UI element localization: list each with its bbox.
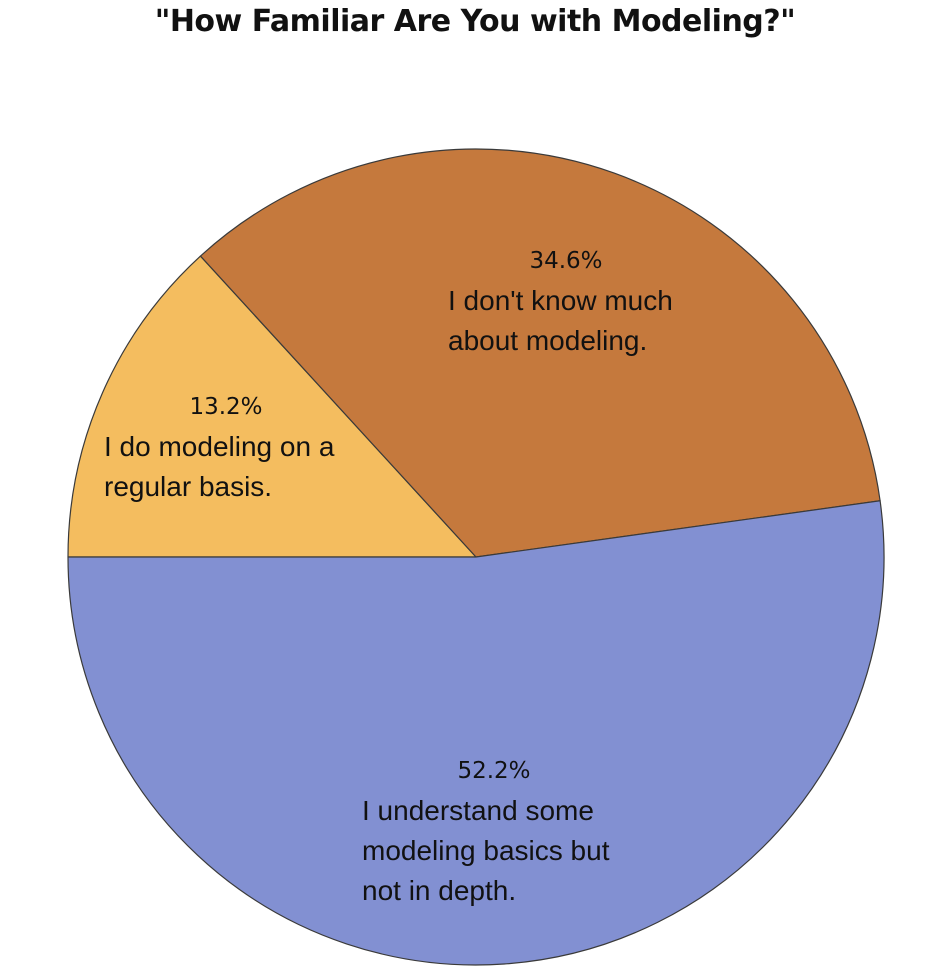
pie-labels: 13.2% I do modeling on a regular basis. 34.… bbox=[104, 248, 673, 906]
pie-slice-1 bbox=[67, 255, 477, 558]
chart-title: "How Familiar Are You with Modeling?" bbox=[154, 4, 796, 39]
pie-slice-2 bbox=[199, 148, 881, 558]
slice-category-label-1: I do modeling on a regular basis. bbox=[104, 431, 335, 502]
slice-category-label-3: I understand some modeling basics but not … bbox=[362, 795, 610, 906]
slice-percent-label-3: 52.2% bbox=[457, 758, 530, 784]
slice-category-label-2: I don't know much about modeling. bbox=[448, 285, 673, 356]
slice-percent-label-1: 13.2% bbox=[189, 394, 262, 420]
pie-slice-3 bbox=[67, 500, 885, 966]
pie-slices bbox=[67, 148, 885, 966]
slice-percent-label-2: 34.6% bbox=[529, 248, 602, 274]
